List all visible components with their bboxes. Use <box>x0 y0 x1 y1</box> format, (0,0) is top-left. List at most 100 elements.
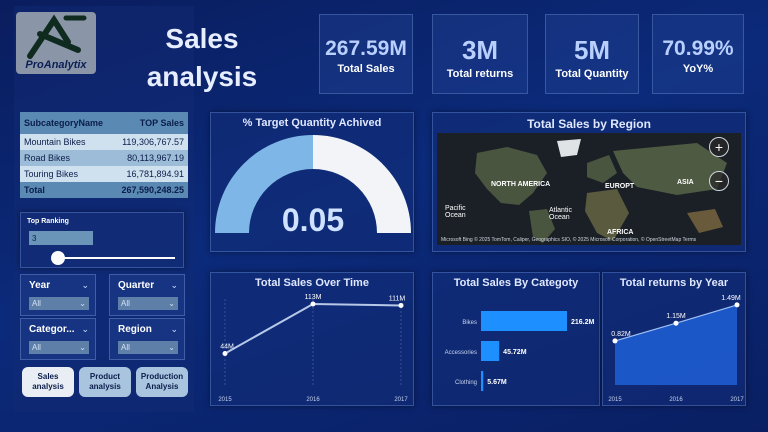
table-row[interactable]: Road Bikes 80,113,967.19 <box>20 150 188 166</box>
kpi-total-returns: 3M Total returns <box>432 14 528 94</box>
bar[interactable] <box>481 371 484 391</box>
chevron-down-icon: ⌄ <box>168 299 175 308</box>
filter-select[interactable]: All ⌄ <box>29 341 89 354</box>
data-point[interactable] <box>398 302 404 308</box>
nav-label-line1: Product <box>89 372 121 381</box>
chart-title: Total Sales Over Time <box>255 277 369 289</box>
category-bar-chart: Bikes 216.2M Accessories 45.72M Clothing 5.67… <box>445 311 595 391</box>
quarter-filter[interactable]: Quarter ⌄ All ⌄ <box>109 274 185 316</box>
title-line-1: Sales <box>165 23 239 54</box>
filter-value: All <box>32 343 41 352</box>
category-label: Bikes <box>462 320 477 326</box>
chart-title: Total Sales By Categoty <box>453 277 579 289</box>
bar[interactable] <box>481 341 500 361</box>
chevron-down-icon: ⌄ <box>79 299 86 308</box>
data-label: 1.15M <box>666 313 686 320</box>
nav-sales-analysis-button[interactable]: Sales analysis <box>22 367 74 397</box>
logo-mark-icon <box>27 14 87 59</box>
region-map[interactable]: NORTH AMERICA EUROPT ASIA AFRICA Pacific… <box>437 133 741 245</box>
nav-product-analysis-button[interactable]: Product analysis <box>79 367 131 397</box>
kpi-total-quantity: 5M Total Quantity <box>545 14 639 94</box>
sales-over-time-panel: Total Sales Over Time 44M 2015 113M 2016 111… <box>210 272 414 406</box>
data-point[interactable] <box>734 302 740 308</box>
filter-label: Quarter <box>118 280 155 291</box>
gauge-fill-arc <box>215 135 313 233</box>
top-ranking-slicer: Top Ranking <box>20 212 184 268</box>
chart-title: Total returns by Year <box>619 277 729 289</box>
category-label: Accessories <box>445 350 477 356</box>
x-tick-label: 2017 <box>730 397 744 403</box>
filter-value: All <box>121 299 130 308</box>
data-label: 216.2M <box>571 319 595 326</box>
year-filter[interactable]: Year ⌄ All ⌄ <box>20 274 96 316</box>
data-point[interactable] <box>612 338 618 344</box>
table-cell-name: Touring Bikes <box>20 166 113 182</box>
column-header-subcategory[interactable]: SubcategoryName <box>20 112 113 134</box>
filter-select[interactable]: All ⌄ <box>118 341 178 354</box>
data-label: 44M <box>220 343 234 350</box>
chevron-down-icon: ⌄ <box>81 280 89 290</box>
table-cell-value: 267,590,248.25 <box>112 182 188 198</box>
x-tick-label: 2016 <box>669 397 683 403</box>
world-map-icon <box>437 133 741 245</box>
filter-value: All <box>121 343 130 352</box>
slider-track[interactable] <box>57 257 175 259</box>
kpi-label: Total Quantity <box>555 68 629 80</box>
ranking-input[interactable] <box>29 231 93 245</box>
bar[interactable] <box>481 311 567 331</box>
x-tick-label: 2017 <box>394 397 408 403</box>
data-point[interactable] <box>222 350 228 356</box>
region-filter[interactable]: Region ⌄ All ⌄ <box>109 318 185 360</box>
nav-production-analysis-button[interactable]: Production Analysis <box>136 367 188 397</box>
map-label-atlantic: Atlantic Ocean <box>549 207 572 221</box>
map-label-pacific: Pacific Ocean <box>445 205 466 219</box>
x-tick-label: 2016 <box>306 397 320 403</box>
kpi-value: 70.99% <box>662 37 734 60</box>
table-cell-value: 80,113,967.19 <box>112 150 188 166</box>
subcategory-table: SubcategoryName TOP Sales Mountain Bikes… <box>20 112 188 198</box>
column-header-top-sales[interactable]: TOP Sales <box>112 112 188 134</box>
slider-handle[interactable] <box>51 251 65 265</box>
data-label: 113M <box>305 294 322 301</box>
logo-text: ProAnalytix <box>25 59 87 71</box>
kpi-label: YoY% <box>682 63 714 75</box>
data-label: 0.82M <box>611 331 631 338</box>
data-point[interactable] <box>310 301 316 307</box>
gauge-panel: % Target Quantity Achived 0.05 <box>210 112 414 252</box>
x-tick-label: 2015 <box>608 397 622 403</box>
data-label: 1.49M <box>721 295 741 302</box>
filter-select[interactable]: All ⌄ <box>118 297 178 310</box>
data-point[interactable] <box>673 320 679 326</box>
returns-area <box>615 304 737 385</box>
map-label-north-america: NORTH AMERICA <box>491 181 551 188</box>
x-tick-label: 2015 <box>218 397 232 403</box>
kpi-value: 3M <box>461 35 499 65</box>
table-cell-value: 16,781,894.91 <box>112 166 188 182</box>
nav-label-line2: Analysis <box>145 382 179 391</box>
map-label-asia: ASIA <box>677 179 694 186</box>
category-filter[interactable]: Categor... ⌄ All ⌄ <box>20 318 96 360</box>
table-cell-name: Total <box>20 182 113 198</box>
table-row[interactable]: Mountain Bikes 119,306,767.57 <box>20 134 188 150</box>
map-label-africa: AFRICA <box>607 229 634 236</box>
table-row[interactable]: Touring Bikes 16,781,894.91 <box>20 166 188 182</box>
filter-label: Region <box>118 324 152 335</box>
zoom-in-button[interactable]: + <box>709 137 729 157</box>
zoom-out-button[interactable]: − <box>709 171 729 191</box>
kpi-yoy: 70.99% YoY% <box>652 14 744 94</box>
kpi-total-sales: 267.59M Total Sales <box>319 14 413 94</box>
kpi-value: 5M <box>573 35 611 65</box>
filter-select[interactable]: All ⌄ <box>29 297 89 310</box>
gauge-title: % Target Quantity Achived <box>242 117 382 129</box>
chevron-down-icon: ⌄ <box>79 343 86 352</box>
data-label: 5.67M <box>487 379 507 386</box>
logo: ProAnalytix <box>16 12 96 74</box>
gauge-rest-arc <box>313 135 411 233</box>
table-cell-name: Road Bikes <box>20 150 113 166</box>
gauge-value: 0.05 <box>282 202 344 238</box>
filter-label: Categor... <box>29 324 75 335</box>
sales-line-chart: 44M 2015 113M 2016 111M 2017 <box>218 294 408 403</box>
data-label: 45.72M <box>503 349 527 356</box>
returns-by-year-panel: Total returns by Year 0.82M 2015 1.15M 2016… <box>602 272 746 406</box>
table-cell-name: Mountain Bikes <box>20 134 113 150</box>
